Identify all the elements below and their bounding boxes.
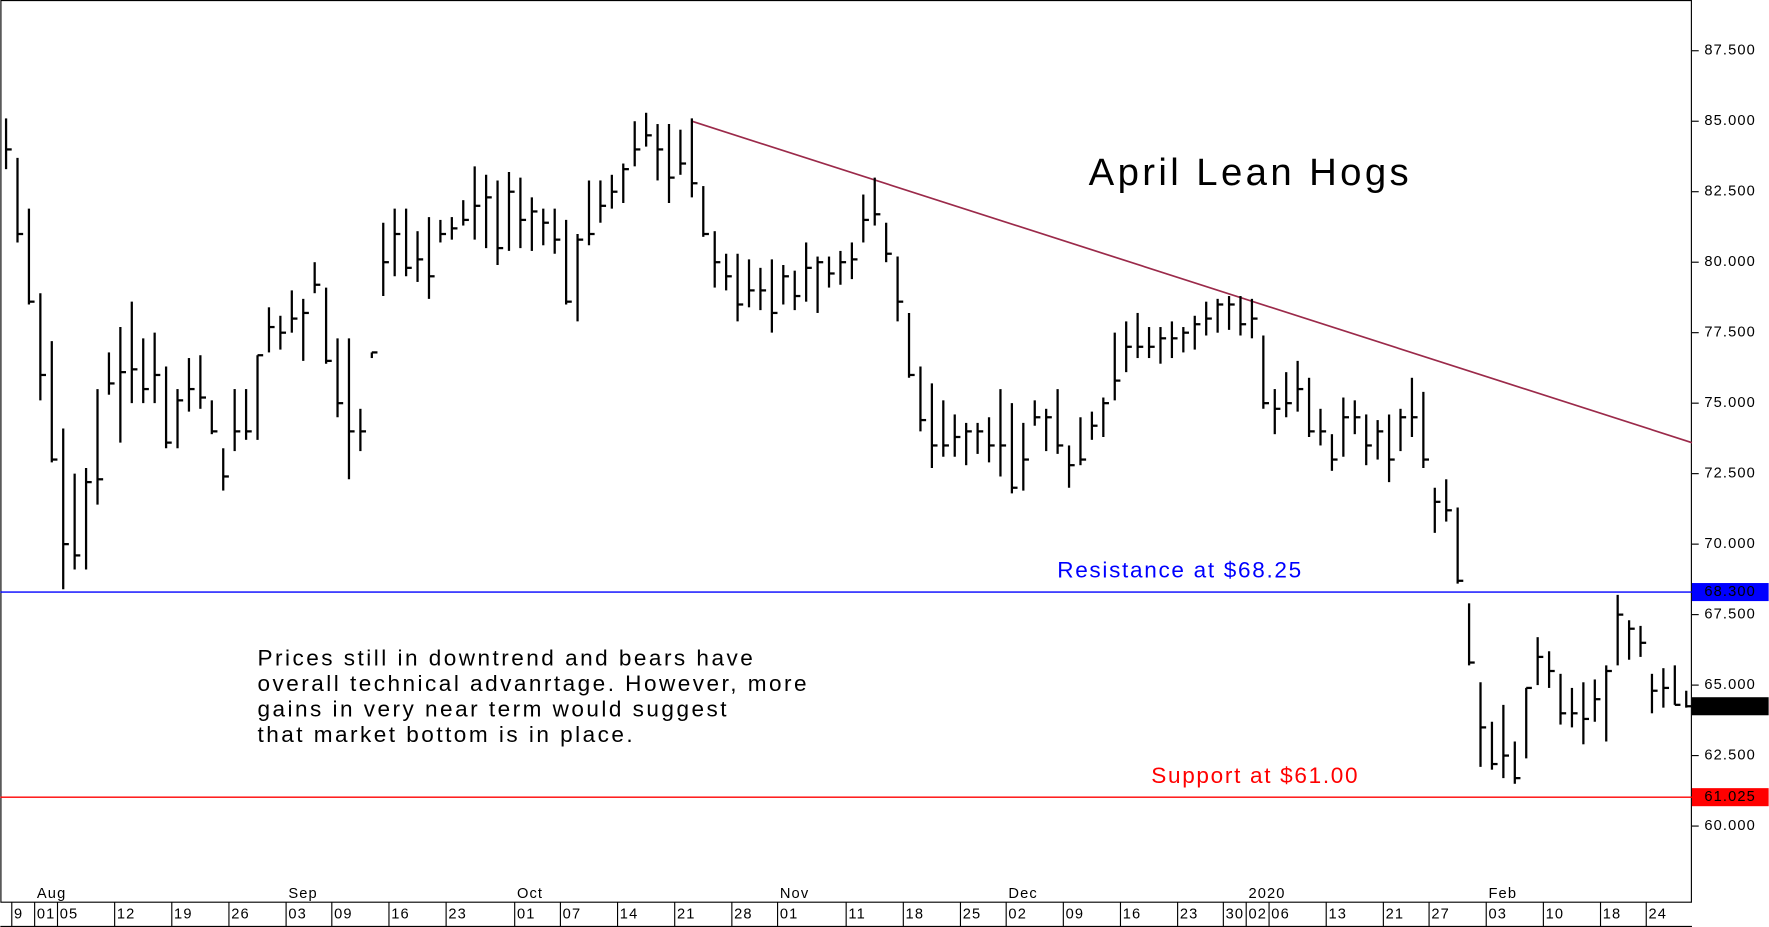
x-tick-label: 25 — [963, 906, 982, 922]
y-tick-label: 62.500 — [1704, 747, 1756, 763]
level-marker-label: 68.300 — [1704, 584, 1756, 600]
x-tick-label: 23 — [448, 906, 467, 922]
x-tick-label: 02 — [1008, 906, 1027, 922]
x-tick-label: 24 — [1648, 906, 1667, 922]
x-tick-label: 01 — [780, 906, 799, 922]
annotation-line: that market bottom is in place. — [257, 722, 635, 747]
x-tick-label: 11 — [848, 906, 865, 922]
y-tick-label: 70.000 — [1704, 536, 1756, 552]
chart-title: April Lean Hogs — [1089, 151, 1412, 194]
x-tick-label: 21 — [1386, 906, 1405, 922]
y-tick-label: 75.000 — [1704, 395, 1756, 411]
x-tick-label: 18 — [1603, 906, 1622, 922]
level-label: Resistance at $68.25 — [1057, 558, 1303, 583]
x-tick-label: 09 — [334, 906, 353, 922]
month-label: Sep — [288, 886, 317, 902]
x-tick-label: 27 — [1431, 906, 1450, 922]
x-tick-label: 30 — [1226, 906, 1245, 922]
x-tick-label: 9 — [14, 906, 23, 922]
x-tick-label: 07 — [563, 906, 582, 922]
x-tick-label: 03 — [1488, 906, 1507, 922]
x-tick-label: 16 — [1123, 906, 1142, 922]
y-tick-label: 82.500 — [1704, 184, 1756, 200]
x-tick-label: 01 — [517, 906, 536, 922]
x-tick-label: 13 — [1328, 906, 1347, 922]
annotation-line: gains in very near term would suggest — [257, 696, 729, 721]
last-price-label: 64.250 — [1704, 698, 1756, 714]
month-label: Dec — [1008, 886, 1037, 902]
x-tick-label: 06 — [1271, 906, 1290, 922]
x-tick-label: 23 — [1180, 906, 1199, 922]
level-label: Support at $61.00 — [1151, 763, 1359, 788]
x-tick-label: 10 — [1546, 906, 1565, 922]
x-tick-label: 03 — [288, 906, 307, 922]
x-tick-label: 12 — [117, 906, 136, 922]
x-tick-label: 02 — [1248, 906, 1267, 922]
x-tick-label: 18 — [906, 906, 925, 922]
y-tick-label: 72.500 — [1704, 466, 1756, 482]
x-tick-label: 01 — [37, 906, 56, 922]
annotation: Prices still in downtrend and bears have… — [257, 646, 809, 747]
x-tick-label: 28 — [734, 906, 753, 922]
y-tick-label: 87.500 — [1704, 43, 1756, 59]
trendline — [691, 120, 1693, 444]
x-tick-label: 16 — [391, 906, 410, 922]
month-label: 2020 — [1248, 886, 1285, 902]
x-tick-label: 19 — [174, 906, 193, 922]
level-marker — [1691, 583, 1769, 602]
y-tick-label: 85.000 — [1704, 113, 1756, 129]
x-tick-label: 14 — [620, 906, 639, 922]
month-label: Feb — [1488, 886, 1517, 902]
level-marker — [1691, 788, 1769, 807]
y-tick-label: 80.000 — [1704, 254, 1756, 270]
month-label: Aug — [37, 886, 66, 902]
month-label: Oct — [517, 886, 543, 902]
y-tick-label: 65.000 — [1704, 677, 1756, 693]
x-tick-label: 09 — [1066, 906, 1085, 922]
y-tick-label: 77.500 — [1704, 325, 1756, 341]
y-tick-label: 67.500 — [1704, 606, 1756, 622]
y-tick-label: 60.000 — [1704, 818, 1756, 834]
level-marker-label: 61.025 — [1704, 789, 1756, 805]
month-label: Nov — [780, 886, 809, 902]
annotation-line: Prices still in downtrend and bears have — [257, 646, 755, 671]
x-tick-label: 21 — [677, 906, 696, 922]
annotation-line: overall technical advanrtage. However, m… — [257, 671, 809, 696]
last-price-marker — [1691, 697, 1769, 716]
x-tick-label: 05 — [60, 906, 79, 922]
x-tick-label: 26 — [231, 906, 250, 922]
